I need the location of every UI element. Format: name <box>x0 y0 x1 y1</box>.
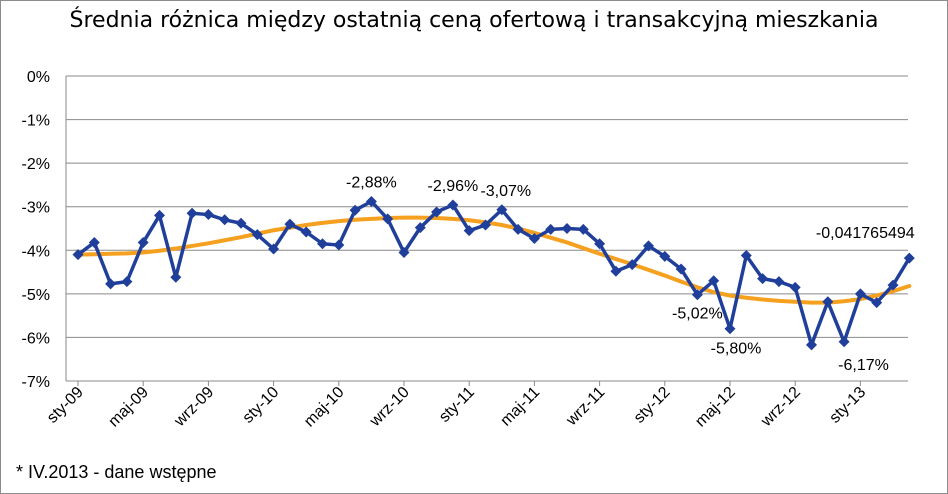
data-point <box>365 195 377 207</box>
data-point <box>219 214 231 226</box>
data-point <box>528 233 540 245</box>
data-point <box>284 218 296 230</box>
x-tick-label: maj-12 <box>692 384 739 431</box>
x-tick-label: wrz-12 <box>757 384 804 431</box>
data-point <box>88 236 100 248</box>
data-point <box>626 259 638 271</box>
data-point <box>871 297 883 309</box>
data-point <box>838 336 850 348</box>
data-point <box>903 252 915 264</box>
series-line-trend <box>76 215 912 305</box>
data-point <box>675 263 687 275</box>
x-tick-label: maj-11 <box>497 384 543 430</box>
y-tick-label: -1% <box>22 113 50 130</box>
data-point <box>610 265 622 277</box>
series-line-main <box>76 199 911 347</box>
x-tick-label: maj-09 <box>105 384 152 431</box>
data-point <box>154 209 165 221</box>
data-point <box>398 246 410 258</box>
data-point <box>235 217 247 229</box>
data-point <box>854 288 866 300</box>
data-point <box>72 249 84 261</box>
data-point <box>447 199 459 211</box>
data-point <box>577 223 589 235</box>
data-point <box>317 238 328 250</box>
data-point <box>414 222 426 234</box>
data-point <box>594 238 606 250</box>
x-tick-label: sty-11 <box>436 384 478 426</box>
data-point <box>724 323 736 335</box>
y-tick-label: -3% <box>22 200 50 217</box>
x-tick-label: sty-12 <box>631 384 674 427</box>
x-tick-label: wrz-09 <box>171 384 218 431</box>
data-point <box>300 226 312 238</box>
data-point <box>431 206 443 218</box>
data-point <box>268 243 280 255</box>
data-label: -2,88% <box>346 174 397 191</box>
data-label: -2,96% <box>428 178 479 195</box>
data-point <box>202 209 214 221</box>
data-point <box>512 223 524 235</box>
data-point <box>643 240 654 252</box>
data-point <box>137 236 149 248</box>
data-point <box>659 250 671 262</box>
x-tick-label: sty-13 <box>826 384 869 427</box>
x-tick-label: maj-10 <box>301 384 348 431</box>
data-point <box>105 278 117 290</box>
data-point <box>773 276 785 288</box>
data-point <box>561 223 573 234</box>
y-tick-label: -4% <box>22 243 50 260</box>
data-point <box>789 281 801 293</box>
data-point <box>382 213 394 225</box>
data-point <box>822 296 834 308</box>
y-tick-label: -6% <box>22 330 50 347</box>
data-label: -5,02% <box>672 306 723 323</box>
data-point <box>691 289 703 301</box>
data-point <box>757 273 769 285</box>
chart-footnote: * IV.2013 - dane wstępne <box>16 462 217 482</box>
data-point <box>887 279 899 291</box>
data-point <box>170 271 182 283</box>
data-point <box>251 229 263 241</box>
data-point <box>186 207 198 219</box>
data-label: -5,80% <box>711 341 762 358</box>
data-point <box>708 275 720 287</box>
y-tick-label: -7% <box>22 374 50 391</box>
data-point <box>740 250 752 262</box>
x-tick-label: wrz-11 <box>563 384 609 430</box>
x-tick-label: sty-10 <box>240 384 283 427</box>
x-tick-label: wrz-10 <box>366 384 413 431</box>
chart-title: Średnia różnica między ostatnią ceną ofe… <box>69 8 879 33</box>
y-tick-label: -5% <box>22 287 50 304</box>
data-point <box>480 219 491 231</box>
data-point <box>496 204 508 216</box>
data-point <box>349 204 361 216</box>
y-tick-label: 0% <box>27 69 50 86</box>
data-label: -3,07% <box>480 183 531 200</box>
data-label: -6,17% <box>838 357 889 374</box>
y-tick-label: -2% <box>22 156 50 173</box>
data-label: -0,041765494 <box>816 225 915 242</box>
x-tick-label: sty-09 <box>44 384 87 427</box>
data-point <box>463 225 475 237</box>
data-point <box>121 276 133 288</box>
data-point <box>806 339 817 351</box>
data-point <box>333 239 345 251</box>
data-point <box>545 223 557 235</box>
